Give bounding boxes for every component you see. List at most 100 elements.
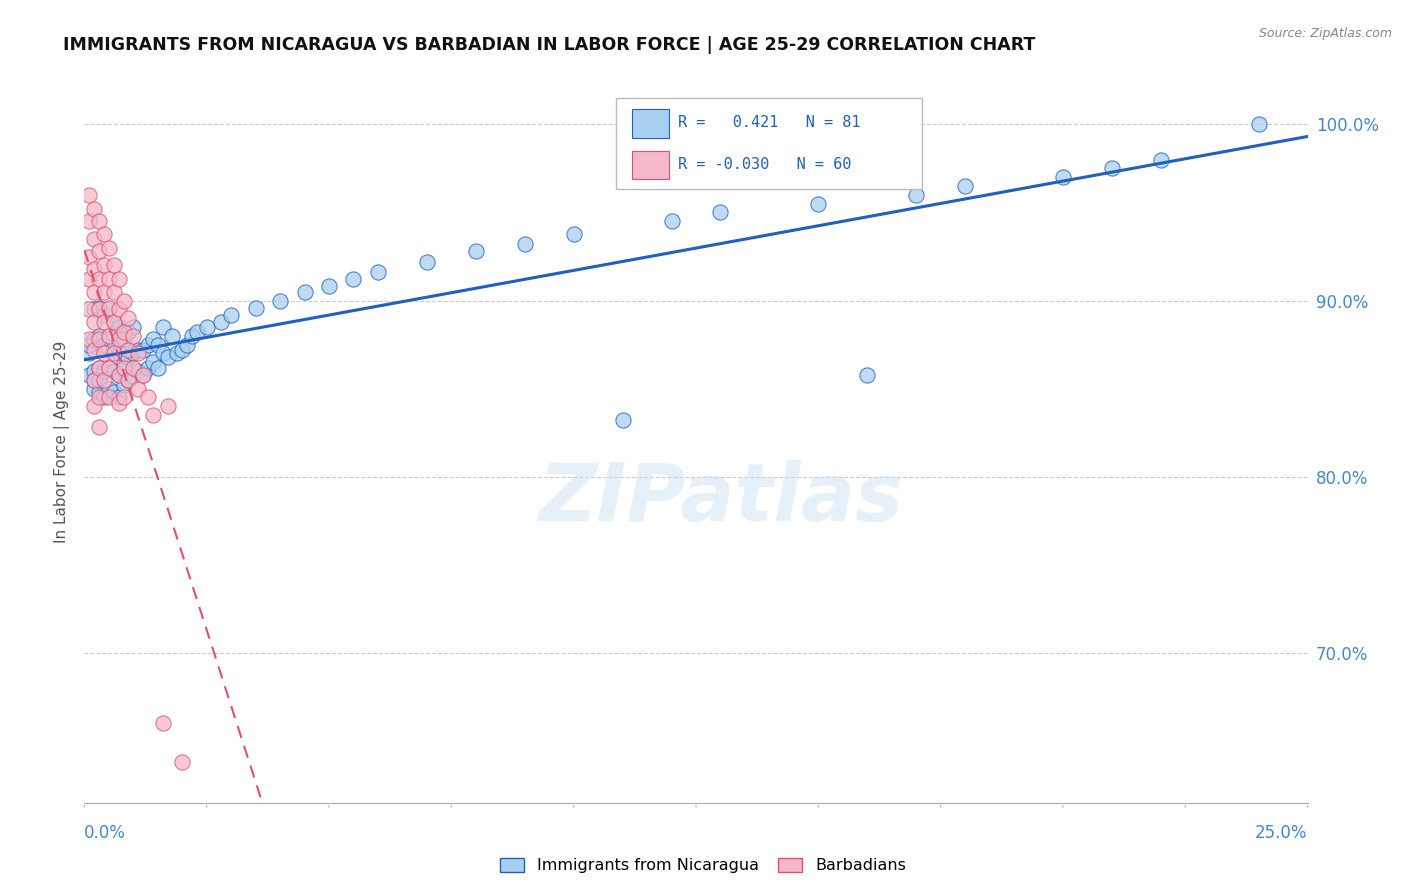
Point bbox=[294, 285, 316, 299]
Point bbox=[186, 326, 208, 340]
Point bbox=[709, 205, 731, 219]
Point bbox=[513, 237, 536, 252]
Point bbox=[93, 391, 115, 405]
Point bbox=[93, 285, 115, 299]
Point bbox=[83, 261, 105, 276]
Point bbox=[1150, 153, 1173, 167]
Point bbox=[269, 293, 291, 308]
Point bbox=[93, 308, 115, 322]
FancyBboxPatch shape bbox=[616, 98, 922, 189]
Point bbox=[152, 320, 174, 334]
Point bbox=[97, 241, 120, 255]
Point bbox=[87, 328, 110, 343]
Point bbox=[136, 337, 159, 351]
Point bbox=[136, 391, 159, 405]
Point bbox=[1052, 170, 1074, 185]
Point bbox=[103, 258, 125, 272]
Point bbox=[77, 214, 100, 228]
Point bbox=[117, 350, 139, 364]
Point bbox=[612, 413, 634, 427]
Point bbox=[127, 382, 149, 396]
Point bbox=[142, 408, 165, 422]
Point bbox=[87, 360, 110, 375]
Point bbox=[112, 360, 135, 375]
Point bbox=[77, 187, 100, 202]
Point bbox=[112, 391, 135, 405]
Point bbox=[107, 396, 129, 410]
Point bbox=[112, 332, 135, 346]
Point bbox=[97, 328, 120, 343]
Point bbox=[245, 301, 267, 315]
Point bbox=[117, 343, 139, 357]
Point bbox=[146, 360, 169, 375]
Point bbox=[83, 382, 105, 396]
Point bbox=[162, 328, 184, 343]
Point bbox=[87, 214, 110, 228]
Point bbox=[122, 369, 145, 384]
Point bbox=[152, 716, 174, 731]
Point bbox=[195, 320, 218, 334]
Point bbox=[103, 315, 125, 329]
Point bbox=[127, 346, 149, 360]
Point bbox=[77, 332, 100, 346]
Point bbox=[112, 326, 135, 340]
Point bbox=[87, 272, 110, 286]
Point bbox=[905, 187, 928, 202]
Point bbox=[136, 360, 159, 375]
Point bbox=[112, 355, 135, 369]
Point bbox=[107, 302, 129, 317]
Point bbox=[103, 315, 125, 329]
Point bbox=[97, 272, 120, 286]
Point bbox=[127, 343, 149, 357]
Point bbox=[83, 302, 105, 317]
FancyBboxPatch shape bbox=[633, 109, 669, 137]
Point bbox=[156, 399, 179, 413]
Point bbox=[87, 360, 110, 375]
Point bbox=[953, 179, 976, 194]
Point bbox=[117, 373, 139, 387]
Point bbox=[93, 373, 115, 387]
Point bbox=[83, 332, 105, 346]
Point bbox=[1247, 117, 1270, 131]
Point bbox=[856, 368, 879, 382]
Point bbox=[146, 337, 169, 351]
Point bbox=[97, 360, 120, 375]
Point bbox=[107, 320, 129, 334]
Point bbox=[93, 364, 115, 378]
Point bbox=[132, 343, 155, 357]
Point bbox=[107, 346, 129, 360]
Point bbox=[107, 391, 129, 405]
Point bbox=[112, 293, 135, 308]
Text: Source: ZipAtlas.com: Source: ZipAtlas.com bbox=[1258, 27, 1392, 40]
Point bbox=[93, 337, 115, 351]
Point bbox=[77, 337, 100, 351]
Point bbox=[117, 326, 139, 340]
Text: 0.0%: 0.0% bbox=[84, 824, 127, 842]
Point bbox=[77, 250, 100, 264]
Point bbox=[87, 373, 110, 387]
Point bbox=[807, 196, 830, 211]
Point bbox=[127, 364, 149, 378]
Point bbox=[83, 315, 105, 329]
Point bbox=[97, 332, 120, 346]
Point bbox=[122, 328, 145, 343]
Point bbox=[318, 279, 340, 293]
Point bbox=[103, 364, 125, 378]
Point bbox=[83, 202, 105, 216]
Point bbox=[83, 373, 105, 387]
Point bbox=[142, 355, 165, 369]
Point bbox=[122, 320, 145, 334]
Point bbox=[77, 346, 100, 360]
Point bbox=[103, 385, 125, 400]
Point bbox=[117, 373, 139, 387]
Point bbox=[83, 373, 105, 387]
Point bbox=[416, 254, 439, 268]
Point bbox=[97, 391, 120, 405]
Point bbox=[166, 346, 188, 360]
Point bbox=[122, 360, 145, 375]
Point bbox=[97, 302, 120, 317]
Point bbox=[107, 332, 129, 346]
Point bbox=[87, 420, 110, 434]
Point bbox=[156, 350, 179, 364]
Text: R = -0.030   N = 60: R = -0.030 N = 60 bbox=[678, 157, 851, 172]
